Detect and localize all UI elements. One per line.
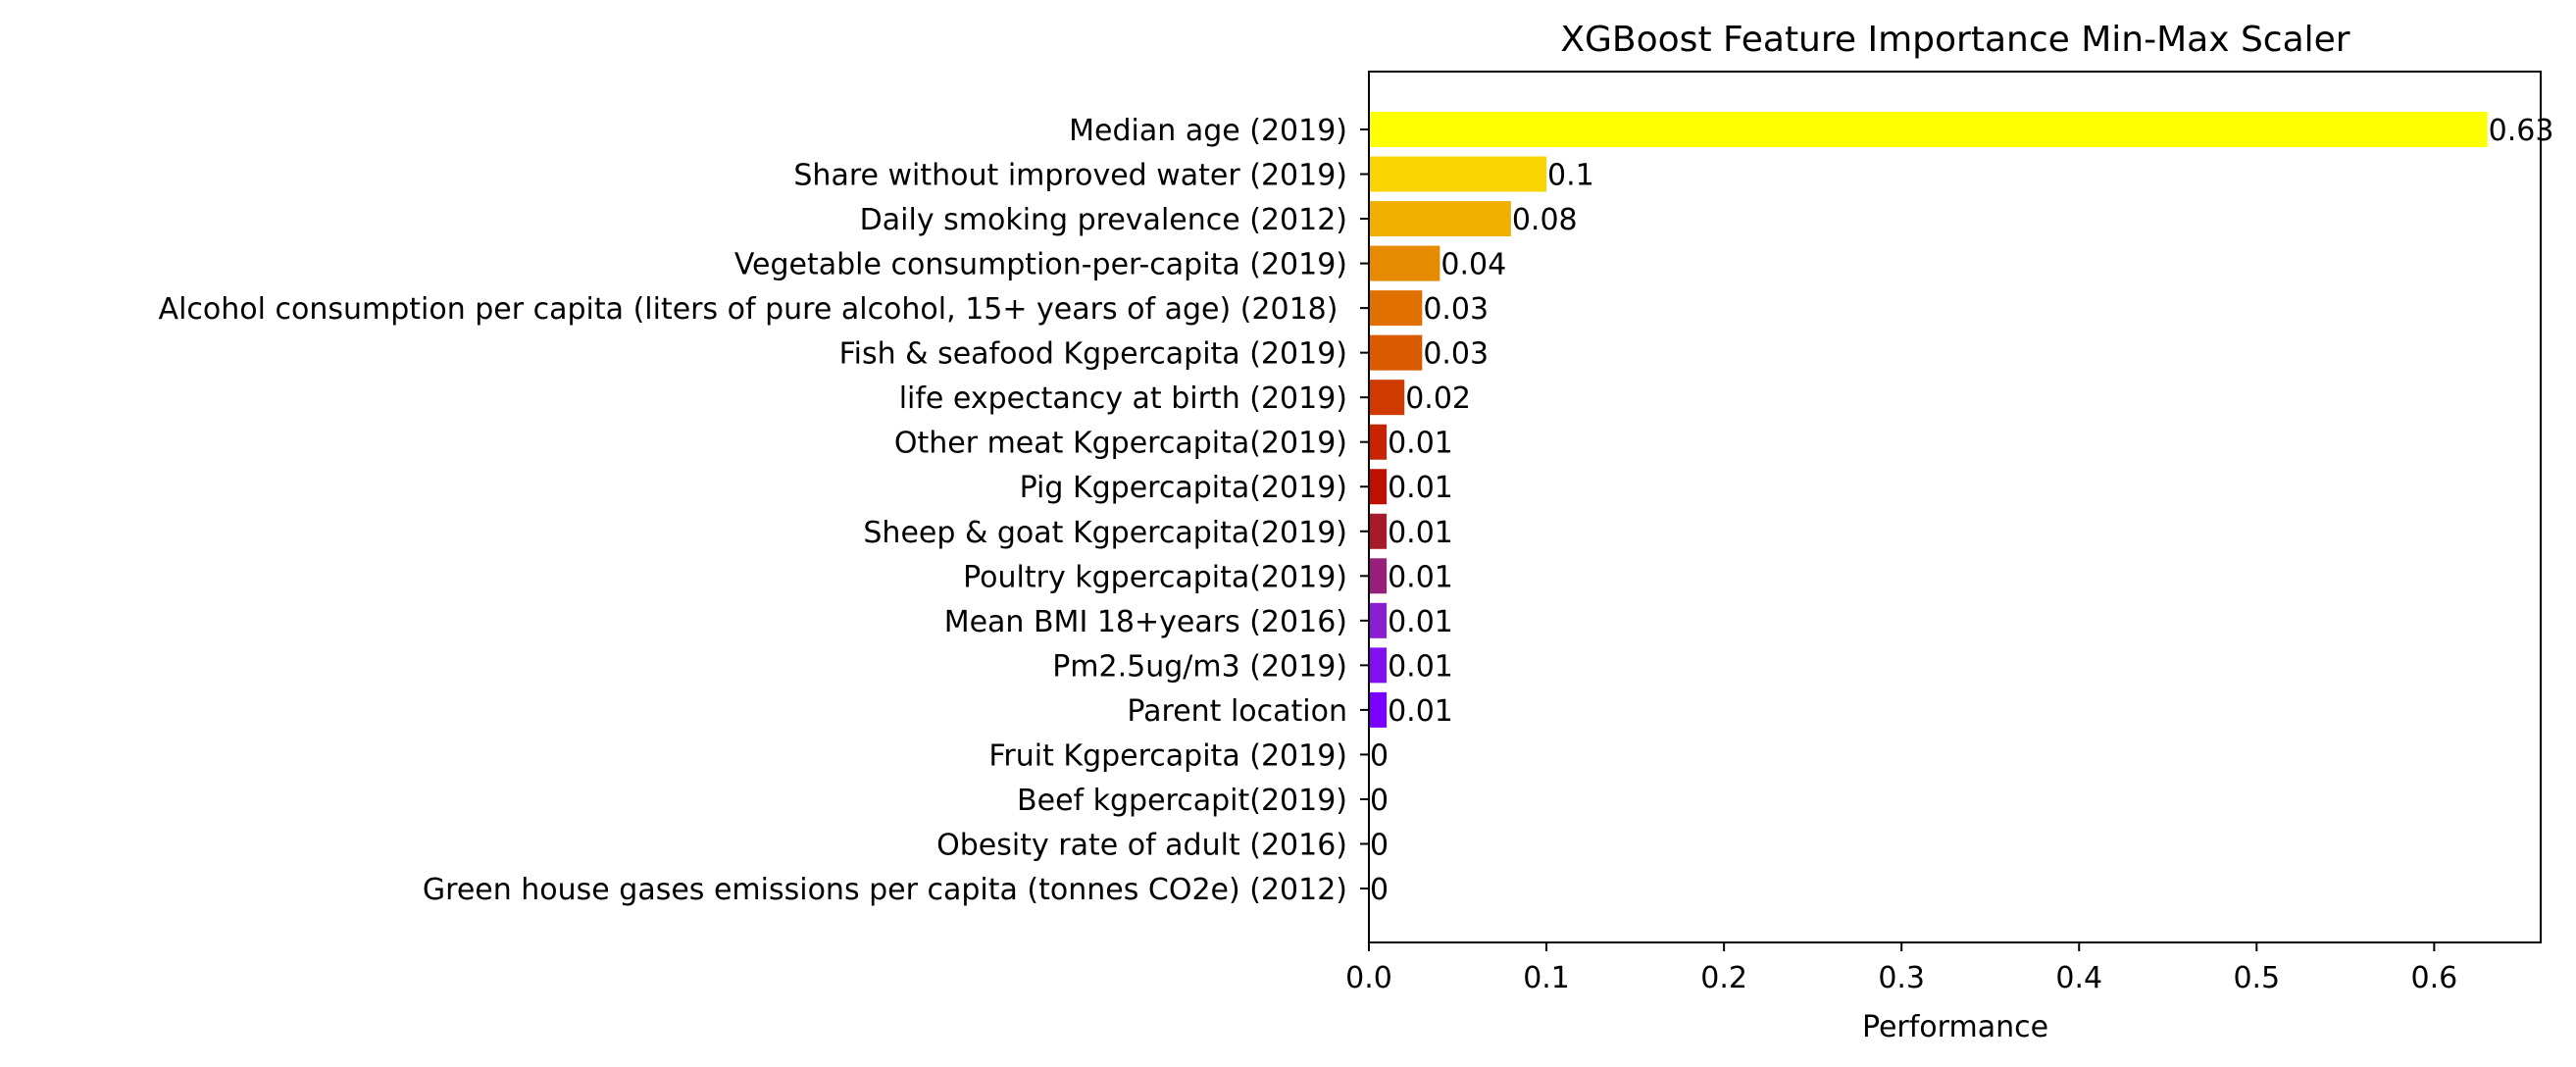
bar: [1369, 602, 1388, 638]
bar: [1369, 558, 1388, 594]
data-label: 0.08: [1512, 203, 1578, 237]
data-label: 0.01: [1388, 694, 1453, 729]
y-tick-label: Fruit Kgpercapita (2019): [988, 738, 1347, 773]
bar: [1369, 469, 1388, 505]
data-label: 0.02: [1405, 381, 1471, 416]
value-labels-layer: 0.63 0.1 0.080.04 0.03 0.03 0.02 0.01 0.01 0.01 0…: [1370, 114, 2553, 907]
y-tick-label: Beef kgpercapit(2019): [1017, 784, 1347, 818]
x-tick-label: 0.6: [2411, 961, 2458, 995]
bar: [1369, 334, 1423, 371]
data-label: 0.01: [1388, 560, 1453, 594]
y-tick-label: Mean BMI 18+years (2016): [944, 605, 1347, 639]
bar: [1369, 245, 1440, 281]
data-label: 0: [1370, 784, 1389, 818]
y-tick-label: Poultry kgpercapita(2019): [963, 560, 1347, 594]
y-tick-label: Parent location: [1127, 694, 1347, 729]
x-tick-label: 0.1: [1523, 961, 1570, 995]
data-label: 0.63: [2489, 114, 2554, 148]
y-tick-label: Vegetable consumption-per-capita (2019): [734, 248, 1347, 282]
x-tick-label: 0.4: [2055, 961, 2102, 995]
x-tick-label: 0.2: [1700, 961, 1747, 995]
y-tick-label: life expectancy at birth (2019): [899, 381, 1347, 416]
bar: [1369, 290, 1423, 327]
x-tick-label: 0.5: [2233, 961, 2280, 995]
data-label: 0.03: [1423, 337, 1489, 372]
data-label: 0: [1370, 738, 1389, 773]
data-label: 0.01: [1388, 516, 1453, 550]
y-tick-label: Pig Kgpercapita(2019): [1020, 471, 1347, 505]
bars-layer: [1369, 112, 2488, 728]
plot-frame: [1368, 71, 2542, 943]
bar: [1369, 647, 1388, 684]
x-axis-label: Performance: [1862, 1010, 2048, 1044]
x-axis: 0.0 0.1 0.2 0.3 0.4 0.5 0.6: [1345, 942, 2457, 995]
data-label: 0.03: [1423, 292, 1489, 327]
y-tick-label: Green house gases emissions per capita (…: [423, 873, 1347, 907]
y-tick-label: Obesity rate of adult (2016): [936, 828, 1347, 862]
data-label: 0.04: [1440, 248, 1506, 282]
data-label: 0: [1370, 828, 1389, 862]
y-tick-label: Alcohol consumption per capita (liters o…: [159, 292, 1347, 327]
y-tick-label: Sheep & goat Kgpercapita(2019): [863, 516, 1347, 550]
data-label: 0.01: [1388, 605, 1453, 639]
bar: [1369, 380, 1405, 416]
y-tick-label: Pm2.5ug/m3 (2019): [1052, 649, 1347, 684]
bar: [1369, 513, 1388, 549]
x-tick-label: 0.0: [1345, 961, 1392, 995]
y-tick-label: Median age (2019): [1069, 114, 1347, 148]
x-tick-label: 0.3: [1878, 961, 1925, 995]
y-tick-label: Share without improved water (2019): [793, 159, 1347, 193]
data-label: 0: [1370, 873, 1389, 907]
data-label: 0.01: [1388, 471, 1453, 505]
bar: [1369, 156, 1547, 192]
bar: [1369, 201, 1511, 237]
chart-title: XGBoost Feature Importance Min-Max Scale…: [1560, 20, 2349, 60]
y-axis: Median age (2019) Share without improved …: [159, 114, 1369, 907]
data-label: 0.01: [1388, 427, 1453, 461]
data-label: 0.1: [1547, 159, 1594, 193]
data-label: 0.01: [1388, 649, 1453, 684]
bar: [1369, 112, 2488, 147]
bar: [1369, 424, 1388, 460]
y-tick-label: Daily smoking prevalence (2012): [860, 203, 1347, 237]
bar: [1369, 691, 1388, 728]
y-tick-label: Fish & seafood Kgpercapita (2019): [839, 337, 1347, 372]
y-tick-label: Other meat Kgpercapita(2019): [894, 427, 1347, 461]
